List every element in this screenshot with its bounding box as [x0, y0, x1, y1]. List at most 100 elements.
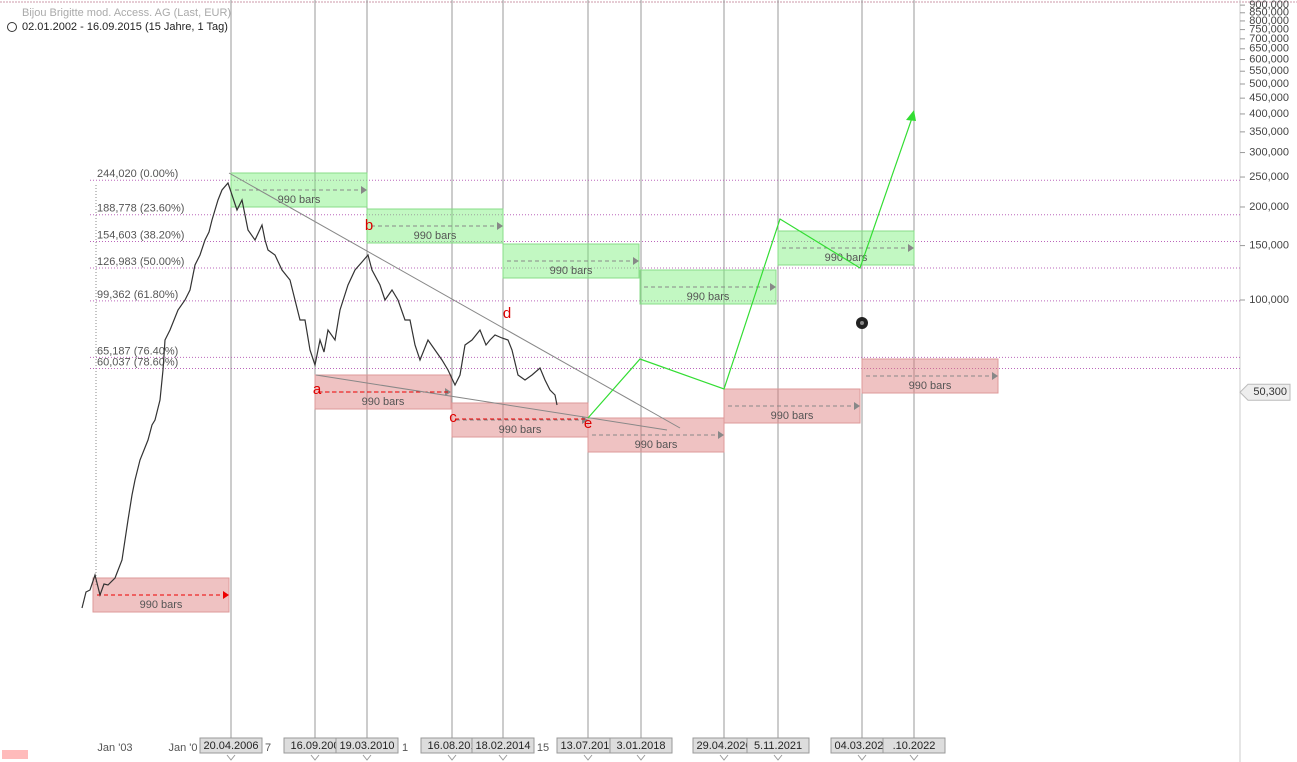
date-label: 16.09.200 [291, 740, 340, 752]
fib-label: 99,362 (61.80%) [97, 289, 178, 301]
box-label: 990 bars [362, 396, 405, 408]
date-label: 5.11.2021 [754, 740, 802, 752]
y-tick-label: 800,000 [1249, 15, 1289, 27]
boxes: 990 bars 990 bars 990 bars 990 bars 990 bars… [92, 172, 999, 613]
date-box [746, 737, 810, 754]
fib-label: 154,603 (38.20%) [97, 229, 184, 241]
box-arrow-head [582, 416, 588, 424]
y-tick-label: 150,000 [1249, 239, 1289, 251]
trend-line [315, 374, 668, 431]
box-label: 990 bars [140, 599, 183, 611]
wave-labels: a b c d e [313, 217, 592, 432]
date-label: 3.01.2018 [617, 740, 666, 752]
date-pointer [498, 754, 508, 761]
date-label: 29.04.2020 [696, 740, 751, 752]
y-tick-label: 100,000 [1249, 294, 1289, 306]
date-range: 02.01.2002 - 16.09.2015 (15 Jahre, 1 Tag… [22, 21, 228, 33]
marker-center [860, 321, 864, 325]
fib-label: 188,778 (23.60%) [97, 203, 184, 215]
date-pointer [310, 754, 320, 761]
wave-label: b [365, 217, 373, 234]
x-axis-label: 15 [537, 742, 549, 754]
box-label: 990 bars [825, 252, 868, 264]
box-label: 990 bars [278, 194, 321, 206]
fib-label: 65,187 (76.40%) [97, 345, 178, 357]
x-axis-label: Jan '0 [168, 742, 197, 754]
y-tick-label: 750,000 [1249, 23, 1289, 35]
date-label: 16.08.201 [428, 740, 477, 752]
fib-levels: 244,020 (0.00%) 188,778 (23.60%) 154,603 (… [90, 168, 1240, 369]
box-label: 990 bars [687, 291, 730, 303]
box-arrow-head [497, 222, 503, 230]
price-axis: 900,000850,000800,000750,000700,000650,0… [1239, 0, 1291, 401]
box-arrow-head [223, 591, 229, 599]
box-arrow-head [908, 244, 914, 252]
date-box [471, 737, 535, 754]
y-tick-label: 250,000 [1249, 171, 1289, 183]
box-arrow-head [770, 283, 776, 291]
date-label: .10.2022 [893, 740, 936, 752]
fib-label: 60,037 (78.60%) [97, 356, 178, 368]
date-labels: 20.04.2006 16.09.200 19.03.2010 16.08.201 18… [97, 737, 946, 761]
y-tick-label: 550,000 [1249, 65, 1289, 77]
y-tick-label: 850,000 [1249, 7, 1289, 19]
y-tick-label: 900,000 [1249, 0, 1289, 11]
date-label: 13.07.2016 [560, 740, 615, 752]
x-axis-label: 7 [265, 742, 271, 754]
date-box [609, 737, 673, 754]
trend-line [228, 172, 681, 429]
price-line [81, 181, 558, 609]
y-tick-label: 600,000 [1249, 53, 1289, 65]
y-tick-label: 350,000 [1249, 126, 1289, 138]
box [366, 208, 504, 244]
y-tick-label: 500,000 [1249, 78, 1289, 90]
box-arrow-head [718, 431, 724, 439]
date-pointer [719, 754, 729, 761]
box-arrow-head [361, 186, 367, 194]
projection-arrow [906, 110, 916, 121]
box-arrow-head [854, 402, 860, 410]
fib-label: 244,020 (0.00%) [97, 168, 178, 180]
box-label: 990 bars [550, 265, 593, 277]
clock-icon [7, 22, 17, 32]
date-label: 04.03.2024 [834, 740, 889, 752]
date-box [882, 737, 946, 754]
date-pointer [773, 754, 783, 761]
box-label: 990 bars [635, 439, 678, 451]
date-pointer [909, 754, 919, 761]
y-tick-label: 300,000 [1249, 146, 1289, 158]
x-axis-label: Jan '03 [97, 742, 132, 754]
date-label: 19.03.2010 [339, 740, 394, 752]
box-label: 990 bars [909, 380, 952, 392]
wave-label: e [584, 415, 592, 432]
date-pointer [447, 754, 457, 761]
date-label: 18.02.2014 [475, 740, 530, 752]
date-pointer [362, 754, 372, 761]
x-axis-label: 1 [402, 742, 408, 754]
y-tick-label: 450,000 [1249, 92, 1289, 104]
corner-swatch [2, 750, 28, 759]
wave-label: a [313, 381, 322, 398]
date-box [199, 737, 263, 754]
date-pointer [583, 754, 593, 761]
box-arrow-head [992, 372, 998, 380]
date-label: 20.04.2006 [203, 740, 258, 752]
chart-title: Bijou Brigitte mod. Access. AG (Last, EU… [22, 7, 231, 19]
box-label: 990 bars [499, 424, 542, 436]
wave-label: d [503, 305, 511, 322]
fib-label: 126,983 (50.00%) [97, 256, 184, 268]
date-pointer [226, 754, 236, 761]
box-label: 990 bars [414, 230, 457, 242]
box-label: 990 bars [771, 410, 814, 422]
date-pointer [636, 754, 646, 761]
y-tick-label: 650,000 [1249, 43, 1289, 55]
y-tick-label: 700,000 [1249, 33, 1289, 45]
last-price-box [1239, 383, 1291, 401]
date-pointer [857, 754, 867, 761]
y-tick-label: 400,000 [1249, 108, 1289, 120]
y-tick-label: 200,000 [1249, 201, 1289, 213]
box-arrow-head [633, 257, 639, 265]
wave-label: c [449, 409, 457, 426]
